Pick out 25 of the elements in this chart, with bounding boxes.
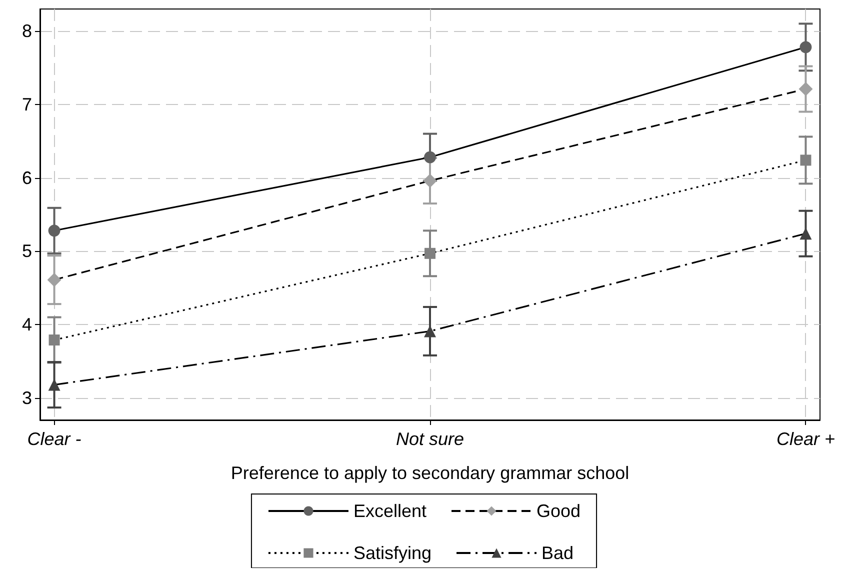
point bbox=[424, 151, 436, 164]
legend-label: Excellent bbox=[353, 501, 427, 521]
point bbox=[47, 272, 62, 287]
point bbox=[48, 378, 60, 391]
x-axis-title: Preference to apply to secondary grammar school bbox=[230, 463, 630, 483]
y-tick-label: 3 bbox=[22, 388, 32, 408]
point bbox=[423, 174, 437, 188]
legend-label: Bad bbox=[542, 543, 574, 563]
x-tick-label: Not sure bbox=[396, 429, 464, 449]
y-tick-label: 8 bbox=[22, 21, 32, 42]
x-tick-label: Clear + bbox=[776, 429, 835, 449]
x-tick-label: Clear - bbox=[27, 429, 82, 449]
y-tick-label: 7 bbox=[22, 94, 32, 114]
point bbox=[48, 224, 60, 237]
y-tick-label: 4 bbox=[22, 314, 32, 335]
point bbox=[424, 248, 436, 259]
y-tick-label: 5 bbox=[22, 241, 32, 262]
point bbox=[798, 82, 813, 96]
point bbox=[800, 41, 812, 54]
point bbox=[800, 154, 812, 166]
legend-label: Good bbox=[536, 501, 581, 521]
legend-label: Satisfying bbox=[353, 543, 432, 563]
y-tick-label: 6 bbox=[22, 168, 32, 188]
point bbox=[48, 334, 60, 346]
point bbox=[800, 228, 812, 240]
